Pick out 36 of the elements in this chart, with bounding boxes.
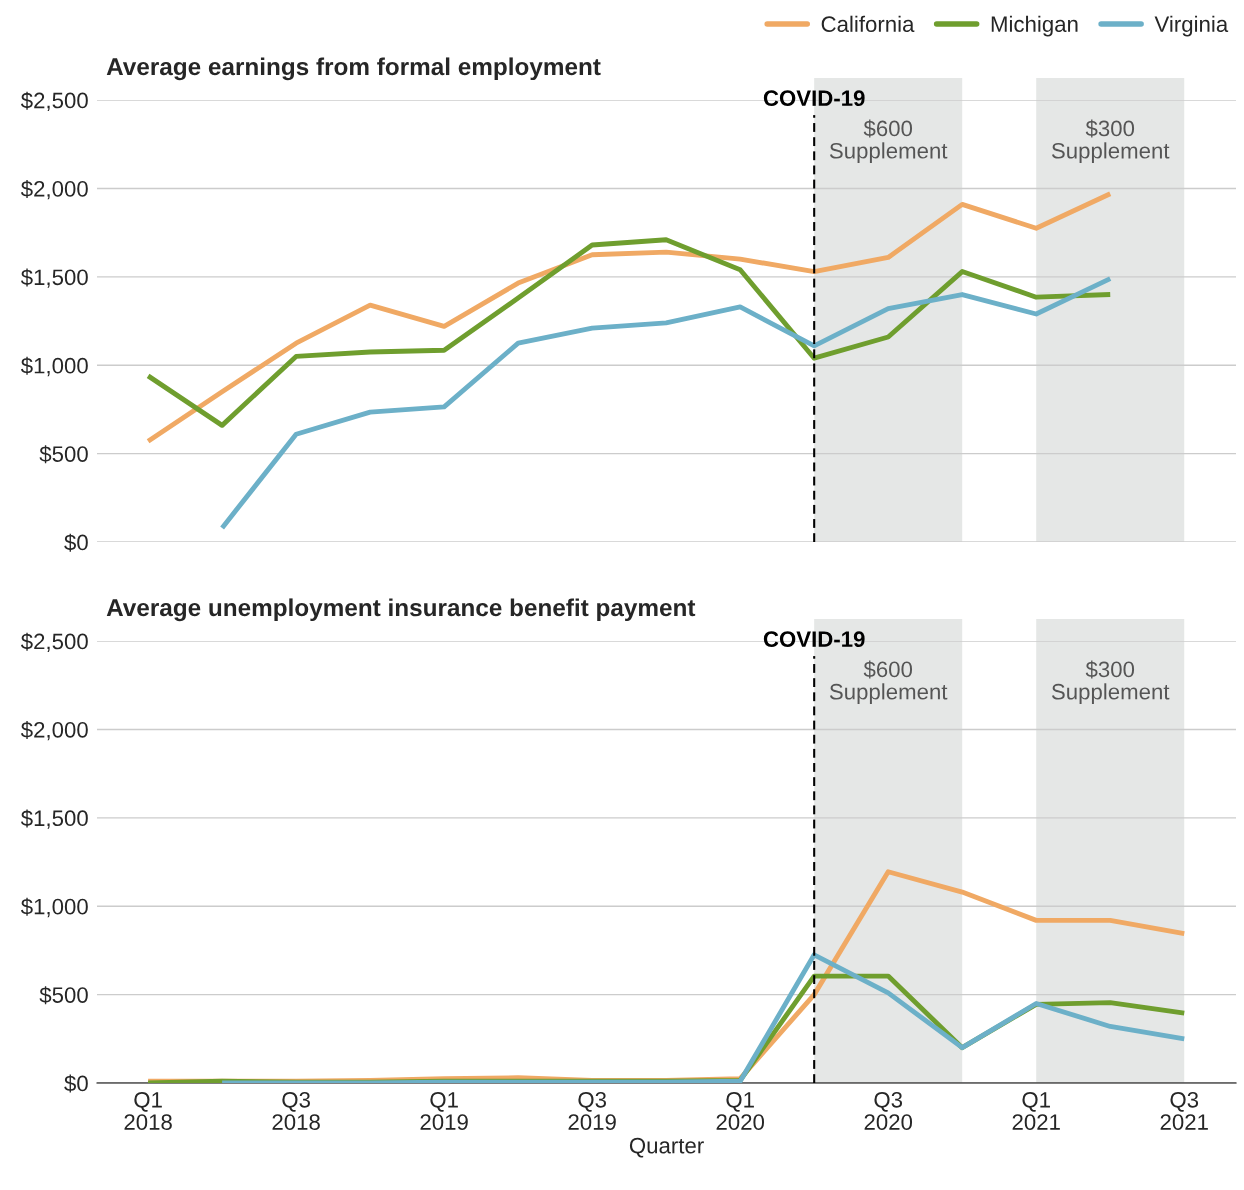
y-tick-label: $0 bbox=[64, 1074, 88, 1093]
x-tick-label: Q1 2020 bbox=[716, 1091, 765, 1130]
annotation: $300 Supplement bbox=[1051, 119, 1170, 164]
legend-label: Virginia bbox=[1154, 15, 1229, 37]
y-tick-label: $500 bbox=[39, 445, 88, 464]
x-tick-label: Q1 2018 bbox=[124, 1091, 172, 1130]
x-axis-title: Quarter bbox=[629, 1137, 704, 1158]
line-series bbox=[145, 191, 1113, 444]
y-tick-label: $2,500 bbox=[20, 632, 88, 652]
legend-label: California bbox=[821, 15, 915, 33]
y-tick-label: $500 bbox=[39, 986, 88, 1005]
x-tick-label: Q3 2021 bbox=[1160, 1091, 1208, 1130]
x-tick-label: Q1 2021 bbox=[1012, 1091, 1060, 1130]
y-tick-label: $1,500 bbox=[20, 268, 88, 288]
annotation: $600 Supplement bbox=[829, 660, 948, 704]
line-series bbox=[145, 237, 1113, 428]
chart-title: Average unemployment insurance benefit payment bbox=[106, 598, 696, 622]
y-tick-label: $2,000 bbox=[20, 721, 88, 741]
line-series bbox=[219, 276, 1113, 531]
annotation: $600 Supplement bbox=[829, 119, 948, 164]
annotation: COVID-19 bbox=[763, 90, 865, 107]
x-tick-label: Q3 2018 bbox=[272, 1091, 320, 1130]
y-tick-label: $1,500 bbox=[20, 809, 88, 829]
y-tick-label: $2,000 bbox=[20, 180, 88, 200]
y-tick-label: $2,500 bbox=[20, 91, 88, 111]
annotation: $300 Supplement bbox=[1051, 660, 1170, 704]
y-tick-label: $1,000 bbox=[20, 356, 88, 377]
y-tick-label: $1,000 bbox=[20, 897, 88, 918]
line-series bbox=[219, 952, 1187, 1084]
annotation: COVID-19 bbox=[763, 631, 865, 648]
legend-label: Michigan bbox=[991, 15, 1078, 37]
x-tick-label: Q3 2019 bbox=[568, 1091, 616, 1130]
chart-title: Average earnings from formal employment bbox=[106, 57, 601, 81]
y-tick-label: $0 bbox=[64, 533, 88, 552]
x-tick-label: Q1 2019 bbox=[420, 1091, 468, 1130]
x-tick-label: Q3 2020 bbox=[864, 1091, 913, 1130]
